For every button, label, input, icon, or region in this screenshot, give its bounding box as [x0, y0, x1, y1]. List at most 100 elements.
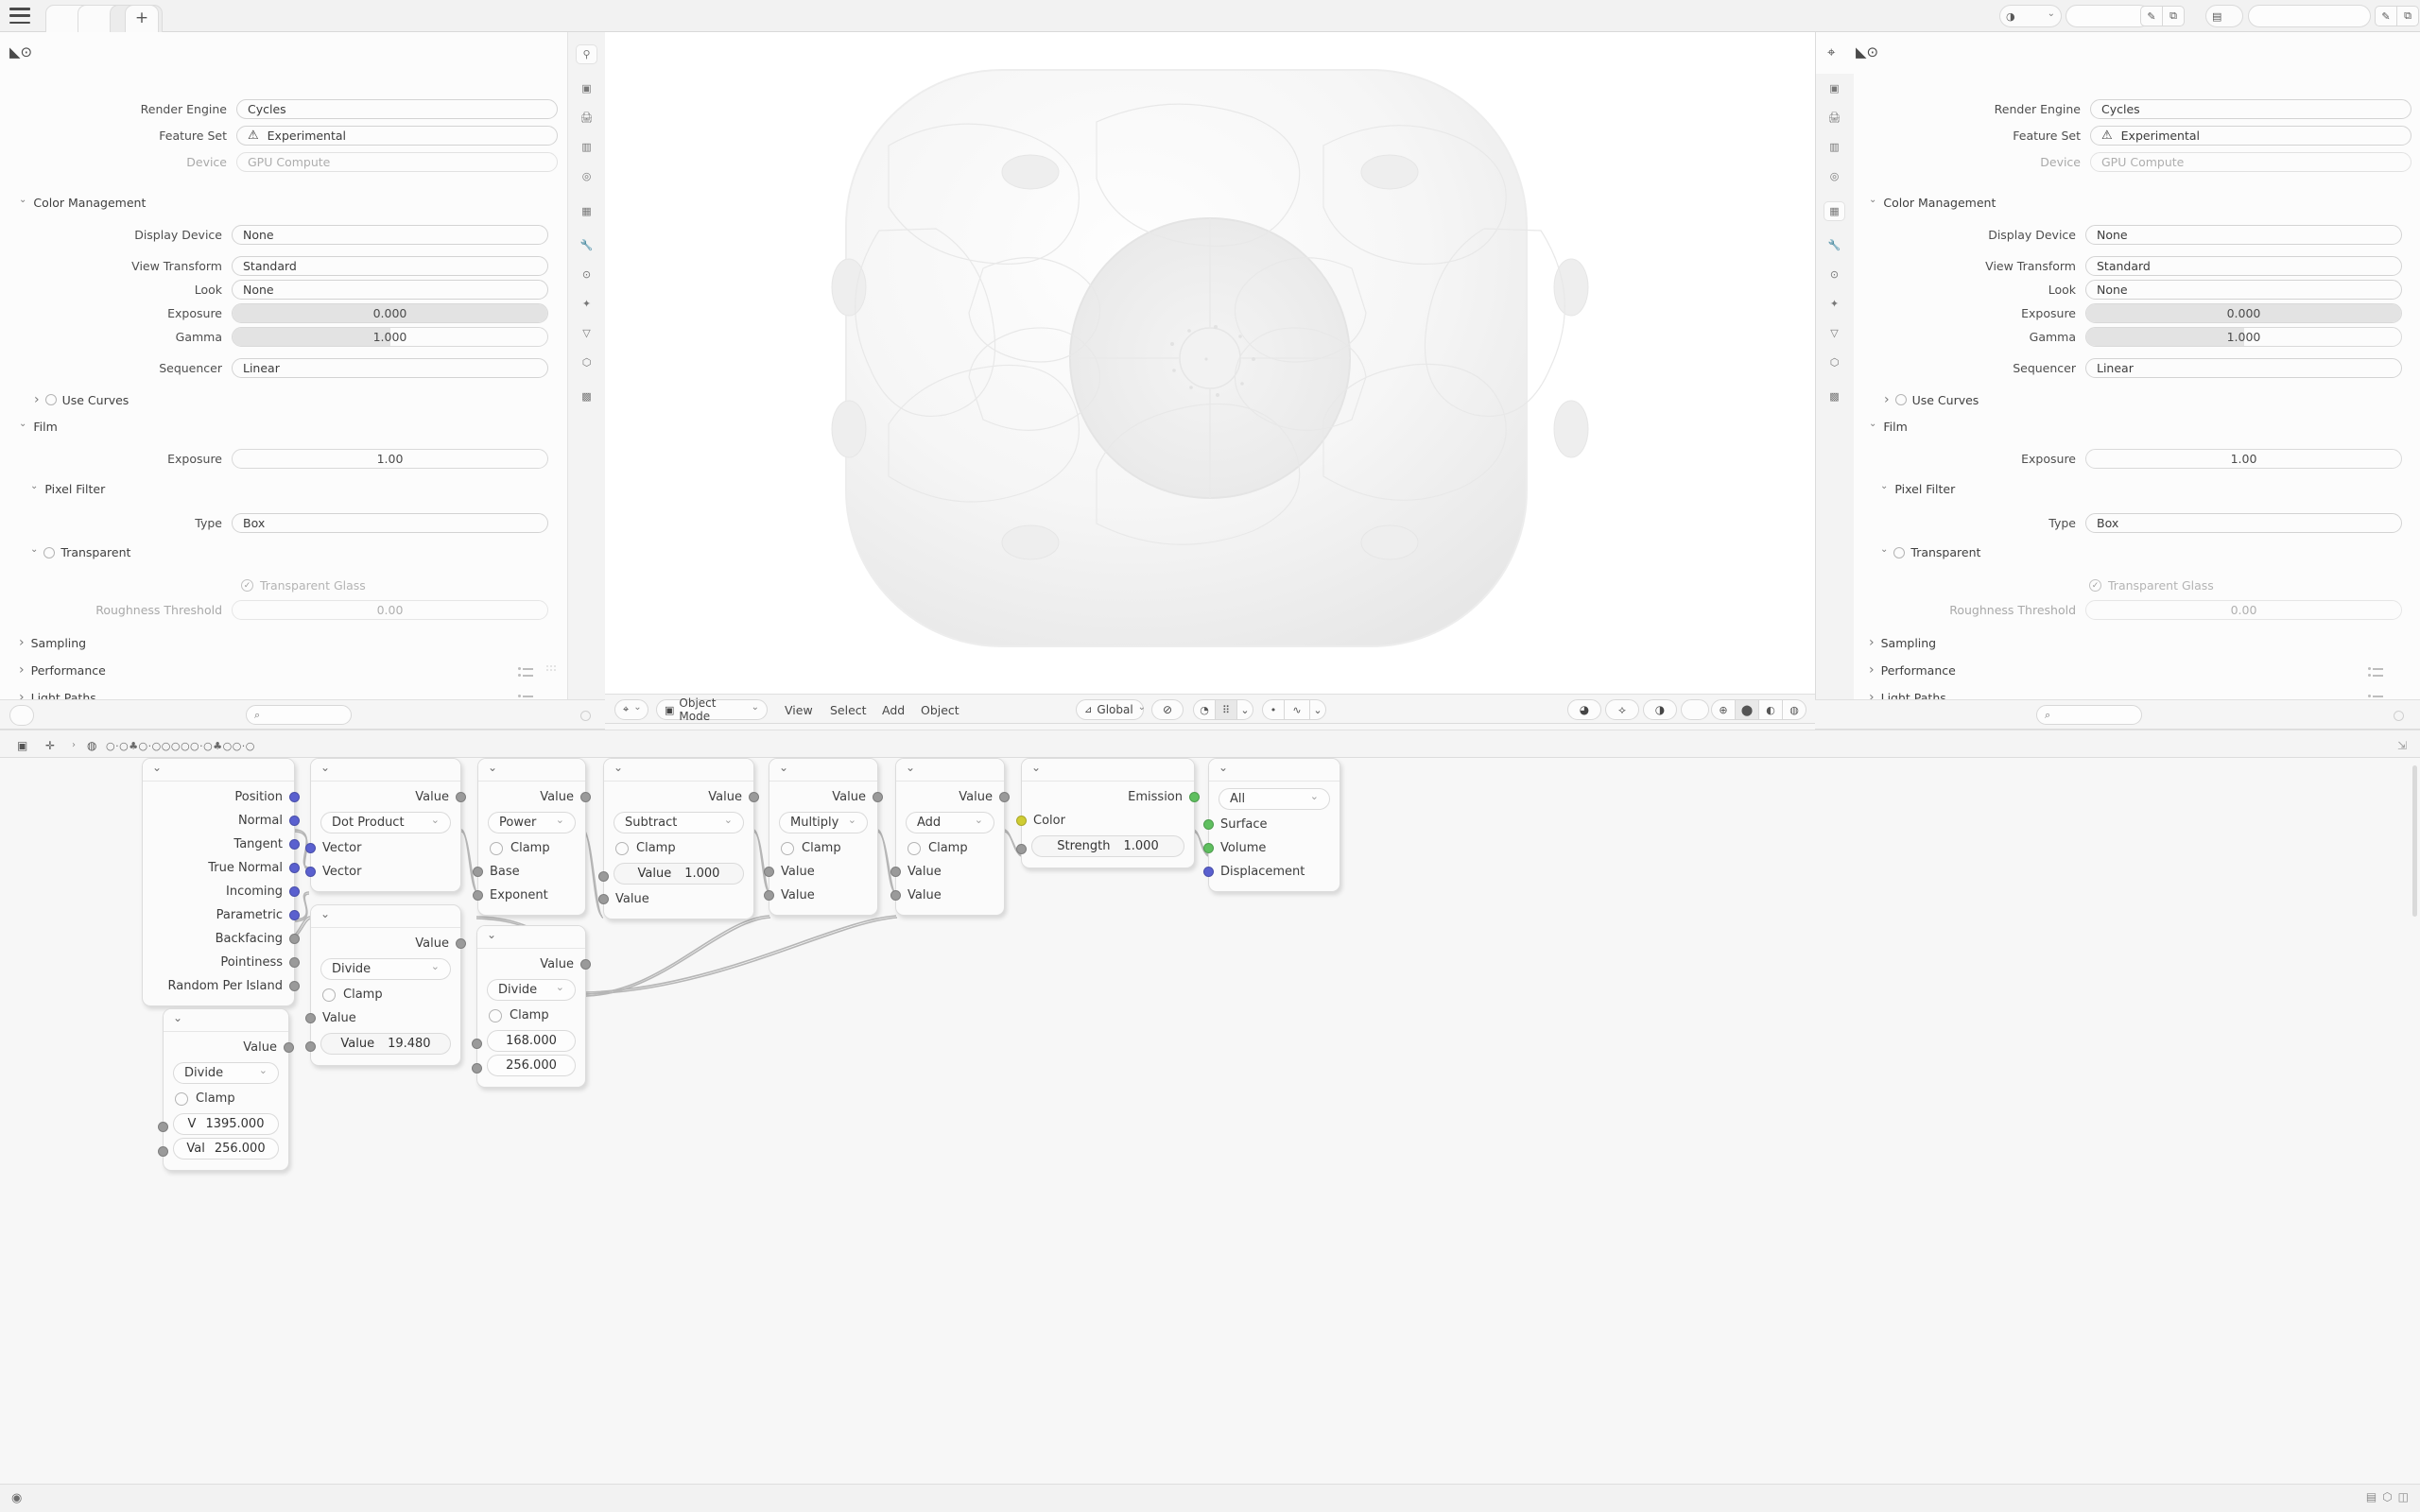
feature-set-dropdown[interactable]: ⚠ Experimental [2090, 125, 2411, 146]
input-socket-value-1[interactable] [472, 1039, 482, 1049]
sequencer-dropdown[interactable]: Linear [2085, 357, 2402, 378]
output-socket-random-per-island[interactable] [289, 981, 300, 991]
input-socket-displacement[interactable] [1203, 867, 1214, 877]
input-socket-exponent[interactable] [473, 890, 483, 901]
tab-render[interactable]: ▣ [581, 82, 592, 94]
proportional-falloff-icon[interactable]: ⠿ [1215, 699, 1237, 720]
tab-constraints[interactable]: ⬡ [581, 356, 592, 369]
row-transparent-glass[interactable]: ✓ Transparent Glass [2089, 578, 2214, 593]
node-header[interactable] [1209, 759, 1340, 782]
node-header[interactable] [311, 905, 460, 928]
input-socket-value-1[interactable] [305, 1013, 316, 1023]
operation-dropdown[interactable]: Multiply [779, 812, 868, 833]
roughness-threshold-slider[interactable]: 0.00 [232, 599, 548, 620]
snap-during-transform-icon[interactable]: • [1262, 699, 1285, 720]
clamp-checkbox[interactable] [490, 841, 503, 855]
output-socket-normal[interactable] [289, 816, 300, 826]
row-use-curves[interactable]: Use Curves [1884, 392, 1979, 407]
tab-object[interactable]: 🔧 [1827, 239, 1841, 251]
properties-search-input[interactable]: ⌕ [2036, 705, 2142, 725]
display-device-dropdown[interactable]: None [2085, 224, 2402, 245]
clamp-row[interactable]: Clamp [477, 1004, 585, 1027]
output-socket-value[interactable] [456, 938, 466, 949]
tab-material[interactable]: ▩ [1829, 390, 1840, 403]
output-socket-incoming[interactable] [289, 886, 300, 897]
proportional-edit-icon[interactable]: ◔ [1193, 699, 1216, 720]
new-scene-button[interactable]: ✎ [2140, 6, 2163, 26]
new-view-layer-button[interactable]: ✎ [2375, 6, 2397, 26]
value-field-2[interactable]: 256.000 [487, 1055, 576, 1076]
visibility-icon[interactable]: ◕ [1567, 699, 1601, 720]
node-math-divide-mid[interactable]: Value Divide Clamp 168.000 256.000 [472, 925, 591, 1088]
use-curves-checkbox[interactable] [1894, 394, 1907, 405]
node-vector-math-dot-product[interactable]: Value Dot Product Vector Vector [305, 758, 466, 892]
operation-dropdown[interactable]: Subtract [614, 812, 744, 833]
node-header[interactable] [769, 759, 877, 782]
node-header[interactable] [311, 759, 460, 782]
section-pixel-filter[interactable]: Pixel Filter [1880, 482, 1955, 496]
node-emission[interactable]: Emission Color Strength 1.000 [1016, 758, 1200, 868]
viewport-menu-add[interactable]: Add [882, 703, 906, 717]
viewport-menu-object[interactable]: Object [921, 703, 959, 717]
row-use-curves[interactable]: Use Curves [34, 392, 129, 407]
chevron-down-icon[interactable]: ⌄ [1309, 699, 1326, 720]
input-socket-color[interactable] [1016, 816, 1027, 826]
operation-dropdown[interactable]: Power [488, 812, 576, 833]
editor-type-selector[interactable]: ⌖ [614, 699, 648, 720]
input-socket-value-2[interactable] [598, 894, 609, 904]
viewport-menu-select[interactable]: Select [830, 703, 867, 717]
clamp-checkbox[interactable] [615, 841, 629, 855]
section-sampling[interactable]: Sampling [19, 635, 87, 650]
section-transparent[interactable]: Transparent [1880, 545, 1980, 559]
exposure-slider[interactable]: 0.000 [232, 302, 548, 323]
section-transparent[interactable]: Transparent [30, 545, 130, 559]
chevron-down-icon[interactable]: ⌄ [1236, 699, 1253, 720]
transparent-checkbox[interactable] [1893, 546, 1906, 558]
node-header[interactable] [604, 759, 753, 782]
tab-object[interactable]: 🔧 [579, 239, 594, 251]
strength-field[interactable]: Strength 1.000 [1031, 835, 1184, 857]
film-exposure-field[interactable]: 1.00 [2085, 448, 2402, 469]
falloff-curve-icon[interactable]: ∿ [1284, 699, 1310, 720]
input-socket-value-2[interactable] [890, 890, 901, 901]
output-socket-value[interactable] [284, 1042, 294, 1053]
tab-physics[interactable]: ▽ [582, 327, 591, 339]
tab-scene[interactable]: ◎ [581, 170, 592, 182]
look-dropdown[interactable]: None [2085, 279, 2402, 300]
output-socket-value[interactable] [580, 792, 591, 802]
drag-grip[interactable] [546, 665, 558, 675]
output-socket-value[interactable] [580, 959, 591, 970]
clamp-checkbox[interactable] [322, 988, 336, 1002]
look-dropdown[interactable]: None [232, 279, 548, 300]
section-performance[interactable]: Performance [1869, 662, 1956, 678]
roughness-threshold-slider[interactable]: 0.00 [2085, 599, 2402, 620]
output-socket-backfacing[interactable] [289, 934, 300, 944]
node-material-output[interactable]: All Surface Volume Displacement [1203, 758, 1340, 892]
value-field-1[interactable]: Value 1.000 [614, 863, 744, 885]
input-socket-value-2[interactable] [472, 1063, 482, 1074]
add-icon[interactable]: ✛ [45, 739, 56, 752]
viewport-menu-view[interactable]: View [785, 703, 813, 717]
add-workspace-button[interactable]: + [125, 5, 159, 32]
output-socket-value[interactable] [456, 792, 466, 802]
section-pixel-filter[interactable]: Pixel Filter [30, 482, 105, 496]
clamp-row[interactable]: Clamp [478, 836, 585, 860]
output-socket-pointiness[interactable] [289, 957, 300, 968]
output-socket-parametric[interactable] [289, 910, 300, 920]
film-exposure-field[interactable]: 1.00 [232, 448, 548, 469]
section-color-management[interactable]: Color Management [1869, 196, 1996, 210]
value-field-2[interactable]: Val 256.000 [173, 1138, 279, 1160]
tab-view-layer[interactable]: ▥ [1829, 141, 1840, 153]
overlays-icon[interactable]: ◑ [1643, 699, 1677, 720]
output-socket-emission[interactable] [1189, 792, 1200, 802]
node-header[interactable] [478, 759, 585, 782]
node-editor-scrollbar[interactable] [2412, 765, 2417, 917]
output-socket-value[interactable] [999, 792, 1010, 802]
node-header[interactable] [143, 759, 294, 782]
input-socket-value-1[interactable] [764, 867, 774, 877]
input-socket-value-1[interactable] [890, 867, 901, 877]
feature-set-dropdown[interactable]: ⚠ Experimental [236, 125, 558, 146]
clamp-row[interactable]: Clamp [896, 836, 1004, 860]
section-film[interactable]: Film [19, 420, 57, 434]
gamma-slider[interactable]: 1.000 [232, 326, 548, 347]
